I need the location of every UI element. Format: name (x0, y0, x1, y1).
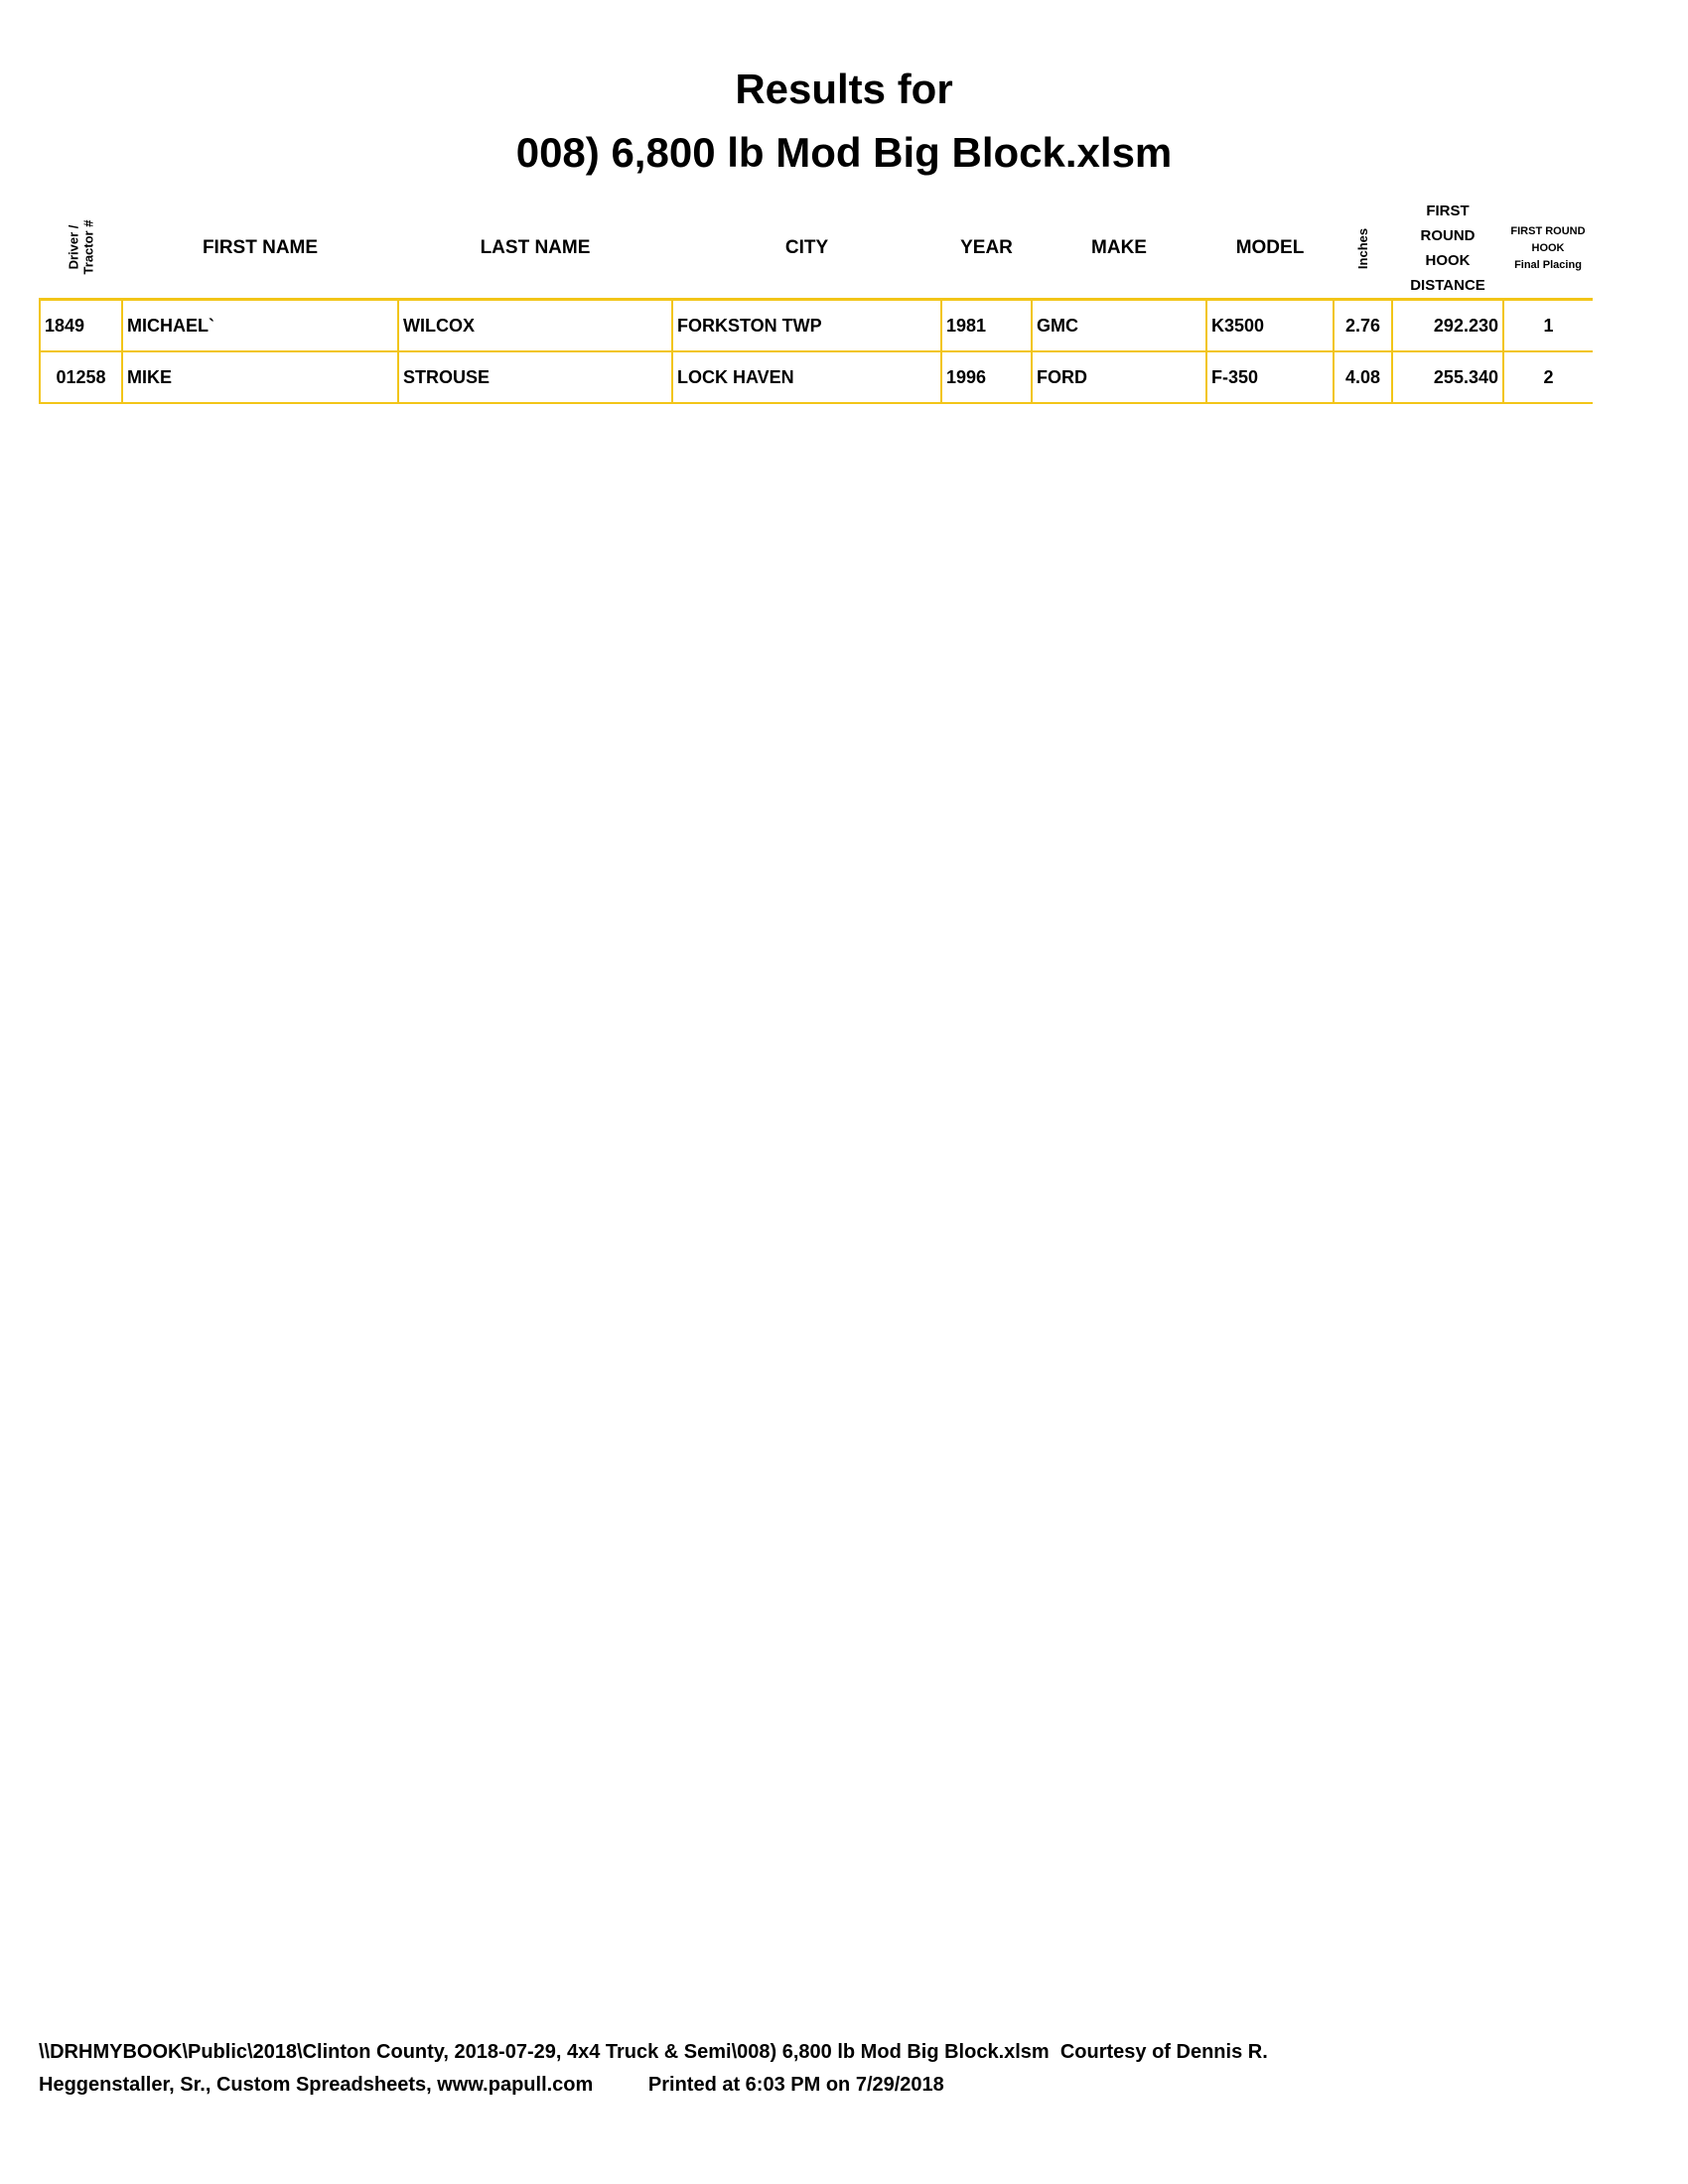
table-row: 1849 MICHAEL` WILCOX FORKSTON TWP 1981 G… (39, 298, 1593, 352)
footer-path: \\DRHMYBOOK\Public\2018\Clinton County, … (39, 2041, 1268, 2063)
cell-first-name: MICHAEL` (121, 298, 399, 352)
header-make: MAKE (1032, 199, 1206, 301)
footer-printed: Printed at 6:03 PM on 7/29/2018 (647, 2074, 944, 2096)
cell-last-name: WILCOX (397, 298, 673, 352)
header-first-name: FIRST NAME (122, 199, 398, 301)
cell-final-placing: 2 (1502, 350, 1593, 404)
header-place-2: HOOK (1531, 241, 1565, 254)
cell-make: GMC (1031, 298, 1207, 352)
cell-driver-number: 01258 (39, 350, 123, 404)
cell-city: FORKSTON TWP (671, 298, 942, 352)
header-driver-label: Driver / (66, 224, 81, 269)
header-inches-label: Inches (1355, 227, 1370, 270)
cell-make: FORD (1031, 350, 1207, 404)
cell-year: 1981 (940, 298, 1033, 352)
footer-credit: Heggenstaller, Sr., Custom Spreadsheets,… (39, 2074, 944, 2097)
header-place-3: Final Placing (1514, 258, 1582, 271)
footer-credit-text: Heggenstaller, Sr., Custom Spreadsheets,… (39, 2074, 594, 2096)
header-driver-tractor: Driver / Tractor # (40, 199, 122, 301)
cell-model: F-350 (1205, 350, 1335, 404)
cell-city: LOCK HAVEN (671, 350, 942, 404)
cell-final-placing: 1 (1502, 298, 1593, 352)
header-place-1: FIRST ROUND (1510, 224, 1586, 237)
cell-first-name: MIKE (121, 350, 399, 404)
header-row: Driver / Tractor # FIRST NAME LAST NAME C… (40, 199, 1593, 301)
header-tractor-label: Tractor # (80, 219, 96, 274)
header-model: MODEL (1206, 199, 1334, 301)
cell-model: K3500 (1205, 298, 1335, 352)
cell-hook-distance: 255.340 (1391, 350, 1504, 404)
header-inches: Inches (1334, 199, 1392, 301)
header-year: YEAR (941, 199, 1032, 301)
results-table: Driver / Tractor # FIRST NAME LAST NAME C… (39, 199, 1593, 404)
table-row: 01258 MIKE STROUSE LOCK HAVEN 1996 FORD … (39, 350, 1593, 404)
cell-last-name: STROUSE (397, 350, 673, 404)
cell-year: 1996 (940, 350, 1033, 404)
cell-inches: 2.76 (1333, 298, 1393, 352)
title-line-2: 008) 6,800 lb Mod Big Block.xlsm (515, 129, 1173, 176)
cell-hook-distance: 292.230 (1391, 298, 1504, 352)
header-dist-3: HOOK (1425, 252, 1471, 269)
header-dist-4: DISTANCE (1410, 277, 1485, 294)
header-city: CITY (672, 199, 941, 301)
header-last-name: LAST NAME (398, 199, 672, 301)
header-hook-distance: FIRST ROUND HOOK DISTANCE (1392, 199, 1503, 301)
header-dist-1: FIRST (1426, 203, 1470, 219)
cell-driver-number: 1849 (39, 298, 123, 352)
header-final-placing: FIRST ROUND HOOK Final Placing (1503, 199, 1593, 301)
header-dist-2: ROUND (1420, 227, 1476, 244)
title-line-1: Results for (735, 66, 953, 112)
cell-inches: 4.08 (1333, 350, 1393, 404)
